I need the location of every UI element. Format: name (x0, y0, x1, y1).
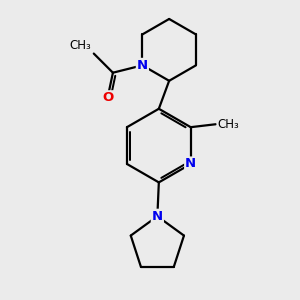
Text: O: O (102, 91, 113, 104)
Text: N: N (185, 158, 196, 170)
Text: N: N (137, 59, 148, 72)
Text: CH₃: CH₃ (69, 38, 91, 52)
Text: CH₃: CH₃ (217, 118, 239, 131)
Text: N: N (152, 210, 163, 223)
